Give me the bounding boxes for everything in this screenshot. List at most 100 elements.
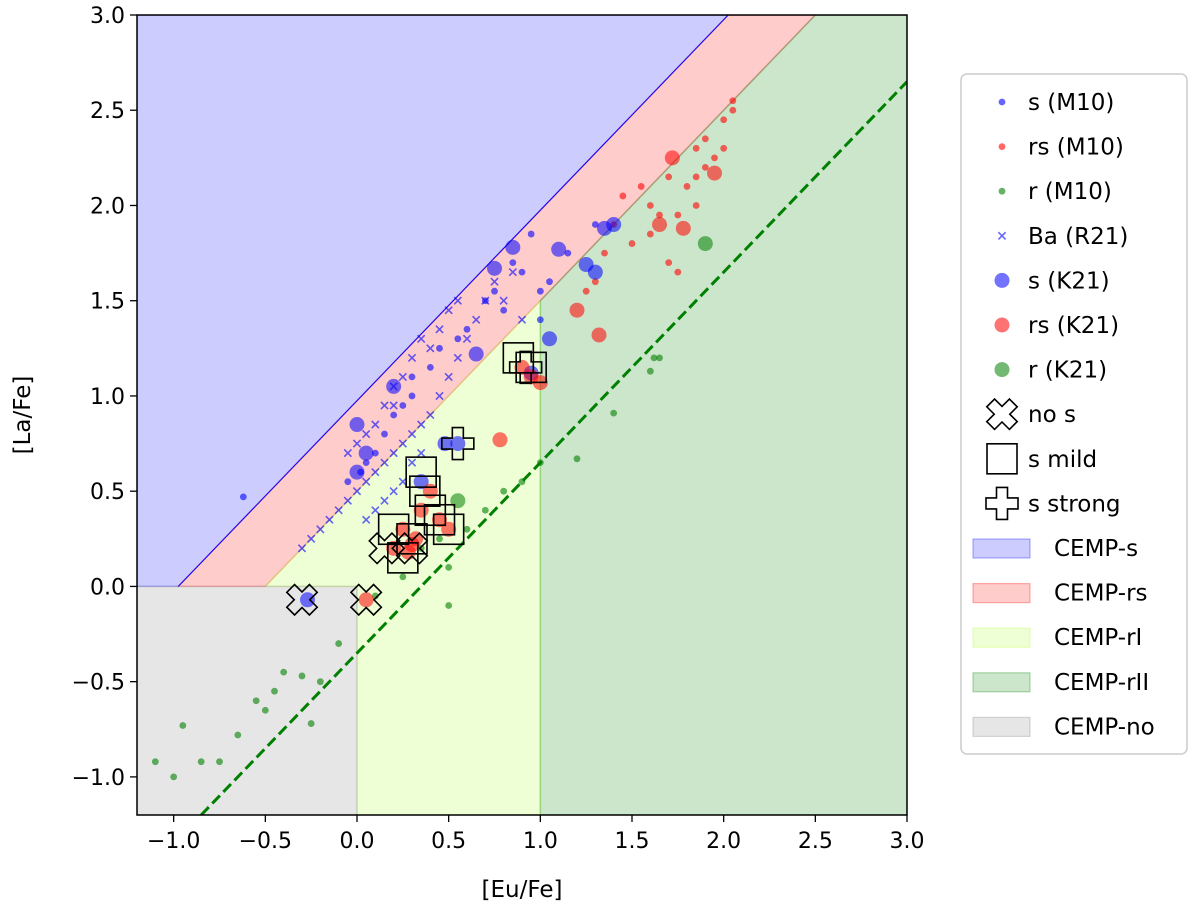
data-point — [701, 163, 709, 171]
data-point — [405, 456, 437, 488]
data-point — [536, 316, 544, 324]
legend-label: rs (M10) — [1028, 135, 1124, 161]
legend-item-s-k21: s (K21) — [994, 268, 1110, 294]
data-point — [674, 268, 682, 276]
y-tick-label: 3.0 — [90, 4, 125, 29]
legend-item-cemp-rii: CEMP-rII — [972, 670, 1149, 696]
data-point — [610, 409, 618, 417]
data-point — [646, 367, 654, 375]
y-tick-label: −1.0 — [72, 766, 125, 791]
data-point — [362, 477, 371, 486]
data-point — [398, 439, 407, 448]
data-point — [481, 506, 489, 514]
legend-label: s (M10) — [1028, 90, 1114, 116]
data-point — [441, 426, 475, 461]
data-point — [432, 513, 465, 546]
legend-item-rs-m10: rs (M10) — [998, 135, 1124, 161]
data-point — [368, 531, 401, 565]
data-point — [692, 173, 700, 181]
data-point — [692, 202, 700, 209]
data-point — [389, 487, 398, 496]
series-r-m10 — [151, 354, 663, 781]
data-point — [711, 154, 718, 162]
legend-item-r-k21: r (K21) — [994, 358, 1107, 384]
data-point — [444, 306, 453, 315]
legend-marker — [997, 231, 1007, 240]
data-point — [349, 417, 365, 433]
data-point — [371, 420, 380, 429]
data-point — [170, 773, 178, 781]
data-point — [463, 525, 471, 533]
y-tick-label: −0.5 — [72, 671, 125, 696]
data-point — [606, 217, 622, 233]
blue-boundary-line — [177, 15, 729, 587]
y-tick-label: 2.0 — [90, 194, 125, 219]
data-point — [414, 494, 447, 527]
data-point — [652, 217, 667, 233]
data-point — [334, 506, 343, 515]
legend-label: r (K21) — [1028, 358, 1107, 384]
data-point — [637, 183, 645, 190]
data-point — [399, 402, 407, 409]
legend-label: rs (K21) — [1028, 313, 1119, 339]
data-point — [720, 116, 728, 124]
data-point — [381, 430, 388, 438]
data-point — [518, 478, 526, 486]
data-point — [426, 344, 435, 353]
data-point — [546, 278, 553, 286]
data-point — [675, 220, 691, 236]
data-point — [417, 448, 426, 458]
legend-item-cemp-s: CEMP-s — [972, 536, 1138, 562]
legend-item-s-mild: s mild — [986, 442, 1097, 475]
data-point — [542, 331, 557, 347]
data-point — [426, 410, 435, 420]
data-point — [628, 240, 636, 247]
y-axis: −1.0 −0.5 0.0 0.5 1.0 1.5 2.0 2.5 3.0 — [72, 4, 137, 791]
data-point — [646, 202, 654, 209]
data-point — [362, 515, 371, 524]
data-point — [491, 287, 498, 295]
data-point — [527, 230, 535, 238]
data-point — [280, 668, 288, 676]
data-point — [518, 268, 526, 276]
legend-swatch — [972, 627, 1031, 648]
data-point — [399, 573, 407, 581]
y-tick-label: 1.0 — [90, 385, 125, 410]
legend-item-cemp-no: CEMP-no — [972, 714, 1155, 740]
data-point — [352, 487, 362, 496]
data-point — [481, 296, 490, 305]
legend-item-cemp-ri: CEMP-rI — [972, 625, 1142, 651]
data-point — [234, 731, 242, 739]
data-point — [492, 432, 508, 448]
x-tick-label: 2.0 — [706, 829, 741, 854]
legend-item-ba-r21: Ba (R21) — [997, 224, 1128, 250]
data-point — [444, 372, 453, 382]
legend-marker — [985, 486, 1019, 521]
data-point — [536, 459, 544, 467]
data-point — [344, 478, 352, 486]
data-point — [358, 592, 374, 608]
legend-item-rs-k21: rs (K21) — [994, 313, 1119, 339]
data-point — [445, 563, 453, 571]
data-point — [720, 144, 728, 152]
x-tick-label: 0.0 — [340, 829, 375, 854]
legend-label: s mild — [1028, 447, 1097, 473]
data-point — [582, 287, 590, 295]
data-point — [450, 493, 466, 509]
plot-frame — [136, 14, 908, 816]
legend-label: no s — [1028, 402, 1076, 428]
data-point — [417, 334, 426, 343]
data-point — [216, 758, 223, 766]
data-point — [435, 325, 444, 334]
data-point — [362, 429, 371, 439]
data-point — [417, 420, 426, 429]
data-point — [325, 515, 334, 524]
legend-marker — [994, 272, 1010, 288]
data-point — [362, 459, 370, 467]
data-point — [536, 287, 544, 295]
data-point — [508, 350, 543, 385]
data-point — [591, 278, 599, 286]
data-point — [239, 493, 247, 501]
data-point — [578, 257, 594, 273]
data-point — [426, 363, 434, 371]
